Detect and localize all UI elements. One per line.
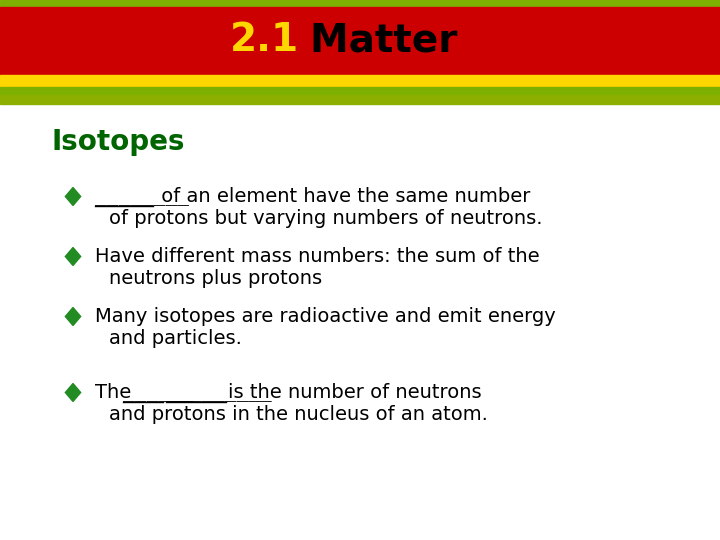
Text: neutrons plus protons: neutrons plus protons <box>109 269 322 288</box>
Bar <box>0 86 720 94</box>
Bar <box>0 80 720 86</box>
Text: of protons but varying numbers of neutrons.: of protons but varying numbers of neutro… <box>109 209 542 228</box>
Text: of an element have the same number: of an element have the same number <box>155 187 531 206</box>
Text: _________: _________ <box>166 383 271 402</box>
Polygon shape <box>66 187 81 206</box>
Bar <box>0 94 720 104</box>
Bar <box>0 75 720 80</box>
Text: Have different mass numbers: the sum of the: Have different mass numbers: the sum of … <box>95 247 539 266</box>
Text: 2.1: 2.1 <box>230 21 299 59</box>
Text: and protons in the nucleus of an atom.: and protons in the nucleus of an atom. <box>109 405 488 424</box>
Text: is the number of neutrons: is the number of neutrons <box>228 383 482 402</box>
Polygon shape <box>66 307 81 326</box>
Polygon shape <box>66 383 81 402</box>
Bar <box>0 7 720 80</box>
Text: Isotopes: Isotopes <box>52 129 186 157</box>
Text: Matter: Matter <box>283 21 457 59</box>
Text: ______: ______ <box>123 383 194 402</box>
Bar <box>0 0 720 7</box>
Polygon shape <box>66 247 81 266</box>
Text: Many isotopes are radioactive and emit energy: Many isotopes are radioactive and emit e… <box>95 307 556 326</box>
Text: ________: ________ <box>95 187 189 206</box>
Text: and particles.: and particles. <box>109 329 242 348</box>
Text: The: The <box>95 383 138 402</box>
